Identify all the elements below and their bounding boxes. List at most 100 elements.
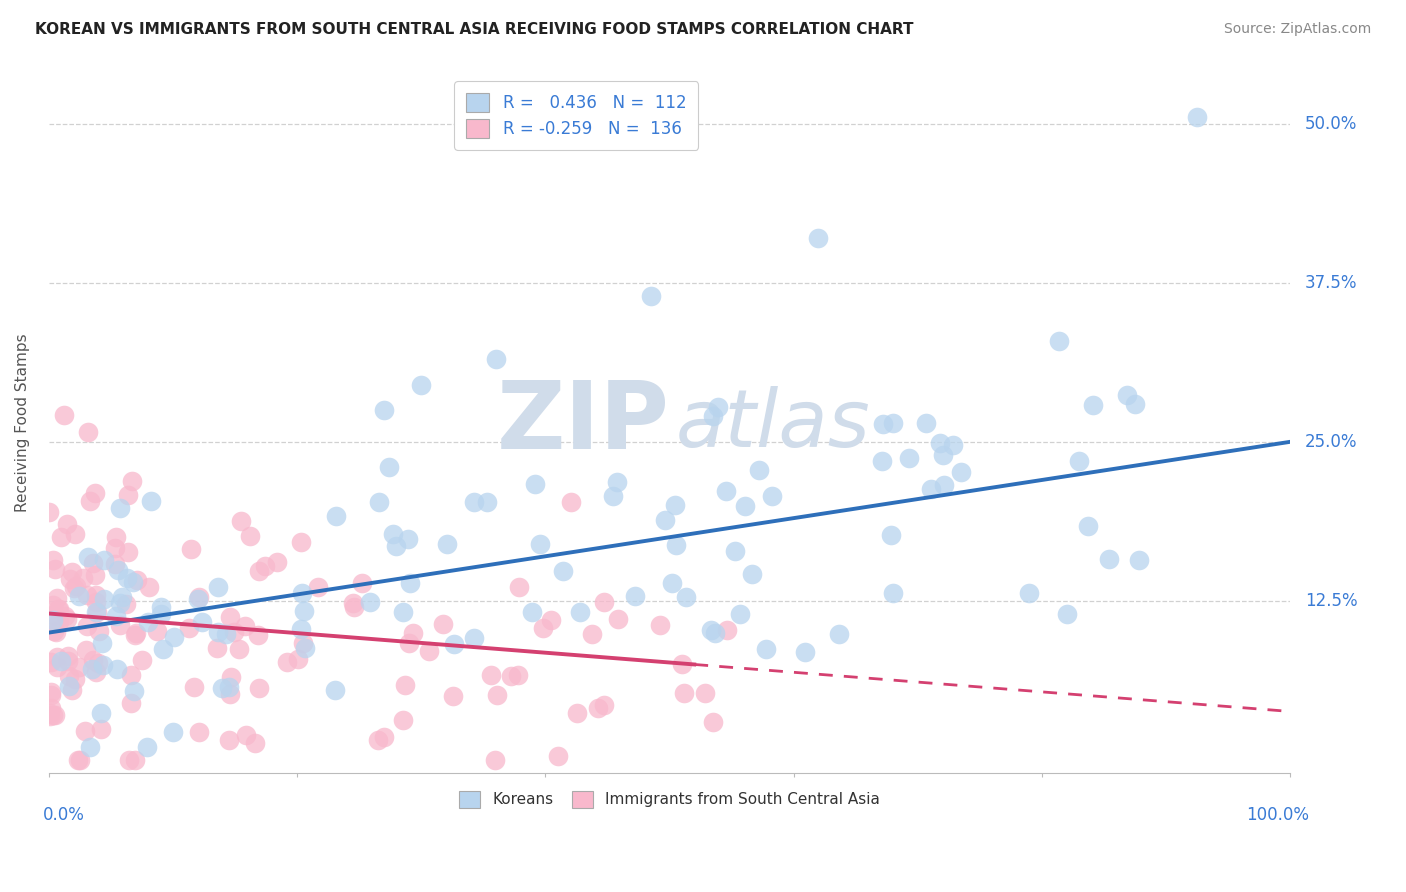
Point xyxy=(135,739,157,754)
Point xyxy=(378,459,401,474)
Point xyxy=(592,595,614,609)
Point xyxy=(586,701,609,715)
Point xyxy=(914,416,936,430)
Point xyxy=(219,609,242,624)
Point xyxy=(117,753,139,767)
Point xyxy=(53,609,76,624)
Point xyxy=(67,660,90,674)
Point xyxy=(139,494,162,508)
Point xyxy=(48,602,70,616)
Point xyxy=(124,753,146,767)
Point xyxy=(441,689,464,703)
Point xyxy=(152,642,174,657)
Point xyxy=(121,475,143,489)
Point xyxy=(486,689,509,703)
Point xyxy=(307,580,329,594)
Point xyxy=(714,484,737,499)
Point xyxy=(568,606,591,620)
Point xyxy=(67,753,90,767)
Point xyxy=(565,706,588,721)
Point xyxy=(218,733,240,747)
Point xyxy=(82,653,104,667)
Point xyxy=(479,668,502,682)
Point xyxy=(42,552,65,566)
Point xyxy=(60,565,83,579)
Point xyxy=(117,545,139,559)
Point xyxy=(39,701,62,715)
Point xyxy=(125,625,148,640)
Point xyxy=(243,736,266,750)
Point xyxy=(44,707,66,722)
Point xyxy=(121,668,143,682)
Point xyxy=(49,654,72,668)
Point xyxy=(367,732,389,747)
Point xyxy=(183,680,205,694)
Point xyxy=(1081,398,1104,412)
Point xyxy=(52,408,75,422)
Point xyxy=(190,615,212,629)
Point xyxy=(219,670,242,684)
Point xyxy=(42,624,65,638)
Point xyxy=(882,416,904,430)
Point xyxy=(606,611,628,625)
Point xyxy=(463,631,485,645)
Point xyxy=(761,489,783,503)
Point xyxy=(931,448,953,462)
Point xyxy=(108,596,131,610)
Point xyxy=(870,453,893,467)
Point xyxy=(104,541,127,556)
Point xyxy=(432,617,454,632)
Point xyxy=(138,580,160,594)
Point xyxy=(187,725,209,739)
Point xyxy=(1018,586,1040,600)
Point xyxy=(276,655,298,669)
Point xyxy=(80,662,103,676)
Point xyxy=(392,713,415,727)
Text: 25.0%: 25.0% xyxy=(1305,433,1358,450)
Point xyxy=(1056,607,1078,621)
Point xyxy=(149,599,172,614)
Point xyxy=(827,627,849,641)
Point xyxy=(59,572,82,586)
Point xyxy=(382,526,405,541)
Point xyxy=(755,641,778,656)
Point xyxy=(211,681,233,695)
Point xyxy=(56,649,79,664)
Point xyxy=(48,615,70,629)
Point xyxy=(484,753,506,767)
Point xyxy=(107,563,129,577)
Point xyxy=(84,605,107,619)
Point xyxy=(114,597,136,611)
Point xyxy=(748,463,770,477)
Point xyxy=(385,540,408,554)
Point xyxy=(1123,396,1146,410)
Point xyxy=(138,615,160,630)
Text: KOREAN VS IMMIGRANTS FROM SOUTH CENTRAL ASIA RECEIVING FOOD STAMPS CORRELATION C: KOREAN VS IMMIGRANTS FROM SOUTH CENTRAL … xyxy=(35,22,914,37)
Point xyxy=(218,680,240,694)
Point xyxy=(39,685,62,699)
Text: 0.0%: 0.0% xyxy=(42,806,84,824)
Point xyxy=(219,687,242,701)
Point xyxy=(69,753,91,767)
Point xyxy=(87,656,110,670)
Point xyxy=(724,544,747,558)
Point xyxy=(247,681,270,696)
Point xyxy=(180,542,202,557)
Point xyxy=(91,636,114,650)
Point xyxy=(75,724,97,739)
Point xyxy=(418,644,440,658)
Point xyxy=(606,475,628,489)
Point xyxy=(396,532,419,546)
Point xyxy=(1098,551,1121,566)
Point xyxy=(120,696,142,710)
Point xyxy=(640,288,662,302)
Point xyxy=(63,526,86,541)
Text: atlas: atlas xyxy=(676,386,870,464)
Point xyxy=(716,623,738,637)
Point xyxy=(399,576,422,591)
Point xyxy=(291,586,314,600)
Point xyxy=(367,495,389,509)
Point xyxy=(77,425,100,439)
Point xyxy=(920,483,942,497)
Point xyxy=(84,568,107,582)
